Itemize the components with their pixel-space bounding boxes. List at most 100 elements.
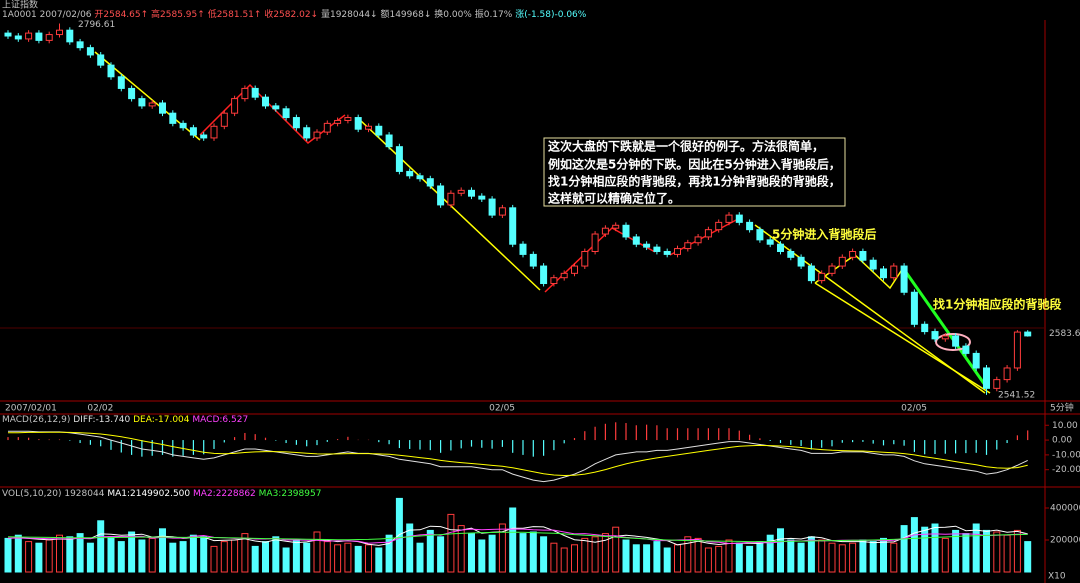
candle-body bbox=[344, 117, 352, 121]
volume-bar bbox=[313, 531, 321, 573]
candle-body bbox=[1013, 331, 1021, 369]
candle-body bbox=[241, 87, 249, 100]
candle-body bbox=[921, 323, 929, 333]
volume-bar bbox=[200, 536, 208, 573]
macd-line bbox=[8, 430, 1028, 483]
volume-bar bbox=[622, 539, 630, 573]
quote-item: 振0.17% bbox=[475, 8, 513, 20]
volume-bar bbox=[498, 523, 506, 573]
y-tick-label: 200000 bbox=[1050, 536, 1080, 546]
note-box bbox=[543, 137, 846, 207]
volume-bar bbox=[931, 523, 939, 573]
highlight-ellipse bbox=[935, 333, 971, 351]
index-name: 上证指数 bbox=[2, 0, 38, 11]
volume-bar bbox=[921, 526, 929, 573]
quote-item: 1A0001 2007/02/06 bbox=[2, 10, 92, 20]
candle-body bbox=[210, 125, 218, 139]
volume-bar bbox=[179, 541, 187, 573]
vol-current: 1928044 bbox=[64, 489, 104, 499]
candle-body bbox=[375, 125, 383, 136]
volume-bar bbox=[128, 531, 136, 573]
candle-body bbox=[66, 29, 74, 43]
volume-bar bbox=[632, 544, 640, 573]
volume-bar bbox=[169, 542, 177, 573]
volume-bar bbox=[859, 539, 867, 573]
volume-bar bbox=[735, 542, 743, 573]
candle-body bbox=[529, 253, 537, 267]
candle-body bbox=[478, 195, 486, 200]
volume-bar bbox=[766, 534, 774, 573]
volume-bar bbox=[704, 547, 712, 573]
candle-body bbox=[457, 189, 465, 194]
volume-bar bbox=[941, 537, 949, 573]
period-label: 5分钟 bbox=[1050, 402, 1074, 414]
candle-body bbox=[426, 178, 434, 187]
volume-bar bbox=[890, 542, 898, 573]
candle-body bbox=[983, 367, 990, 389]
volume-bar bbox=[76, 533, 84, 573]
volume-bar bbox=[437, 536, 445, 573]
volume-bar bbox=[540, 536, 548, 573]
volume-bar bbox=[869, 541, 877, 573]
y-tick-label: 400000 bbox=[1050, 504, 1080, 514]
volume-bar bbox=[952, 529, 960, 573]
candle-body bbox=[159, 102, 166, 114]
volume-bar bbox=[189, 534, 197, 573]
legend-entry: MA1:2149902.500 bbox=[107, 489, 190, 499]
candle-body bbox=[97, 54, 105, 66]
candle-body bbox=[117, 76, 125, 89]
volume-bar bbox=[612, 526, 620, 573]
volume-bar bbox=[797, 542, 805, 573]
candle-body bbox=[931, 331, 939, 340]
candle-body bbox=[251, 87, 259, 98]
trend-line bbox=[901, 267, 987, 386]
candle-body bbox=[890, 265, 898, 279]
y-tick-label: -20.00 bbox=[1052, 465, 1080, 475]
candle-body bbox=[663, 250, 671, 255]
volume-bar bbox=[25, 541, 33, 573]
last-price-mark: 2583.6 bbox=[1049, 329, 1080, 339]
legend-entry: MA2:2228862 bbox=[193, 489, 256, 499]
volume-bar bbox=[35, 542, 43, 573]
candle-body bbox=[859, 250, 867, 261]
candle-body bbox=[179, 122, 187, 129]
candle-body bbox=[1003, 367, 1011, 381]
volume-bar bbox=[334, 544, 342, 573]
legend-entry: MA3:2398957 bbox=[259, 489, 322, 499]
annotation-label: 找1分钟相应段的背驰段 bbox=[933, 297, 1062, 312]
candle-body bbox=[849, 250, 857, 258]
x-tick-label: 02/02 bbox=[87, 404, 113, 414]
candle-body bbox=[169, 112, 177, 124]
candle-body bbox=[447, 192, 455, 206]
candle-body bbox=[138, 98, 146, 107]
volume-bar bbox=[900, 525, 908, 573]
candle-body bbox=[313, 131, 321, 139]
candle-body bbox=[323, 122, 331, 133]
candle-body bbox=[653, 246, 661, 252]
volume-bar bbox=[210, 545, 218, 573]
y-tick-label: -10.00 bbox=[1052, 450, 1080, 460]
volume-bar bbox=[1003, 534, 1011, 573]
quote-item: 涨(-1.58)-0.06% bbox=[515, 9, 587, 20]
candle-body bbox=[519, 243, 527, 255]
volume-bar bbox=[910, 517, 918, 573]
candle-body bbox=[334, 119, 342, 124]
candle-body bbox=[869, 259, 877, 270]
candle-body bbox=[704, 229, 712, 238]
volume-bar bbox=[643, 544, 651, 573]
candle-body bbox=[395, 146, 403, 172]
volume-bar bbox=[725, 539, 733, 573]
volume-bar bbox=[560, 547, 568, 573]
candle-body bbox=[880, 268, 887, 279]
macd-title: MACD(26,12,9) bbox=[2, 415, 70, 425]
note-text: 例如这次是5分钟的下跌。因此在5分钟进入背驰段后， bbox=[548, 157, 841, 172]
candle-body bbox=[622, 224, 630, 238]
volume-bar bbox=[694, 537, 702, 573]
candle-body bbox=[56, 29, 63, 36]
volume-bar bbox=[272, 536, 280, 573]
volume-bar bbox=[457, 525, 465, 573]
trend-line bbox=[814, 282, 991, 394]
volume-bar bbox=[1013, 529, 1021, 573]
candle-body bbox=[416, 175, 424, 180]
